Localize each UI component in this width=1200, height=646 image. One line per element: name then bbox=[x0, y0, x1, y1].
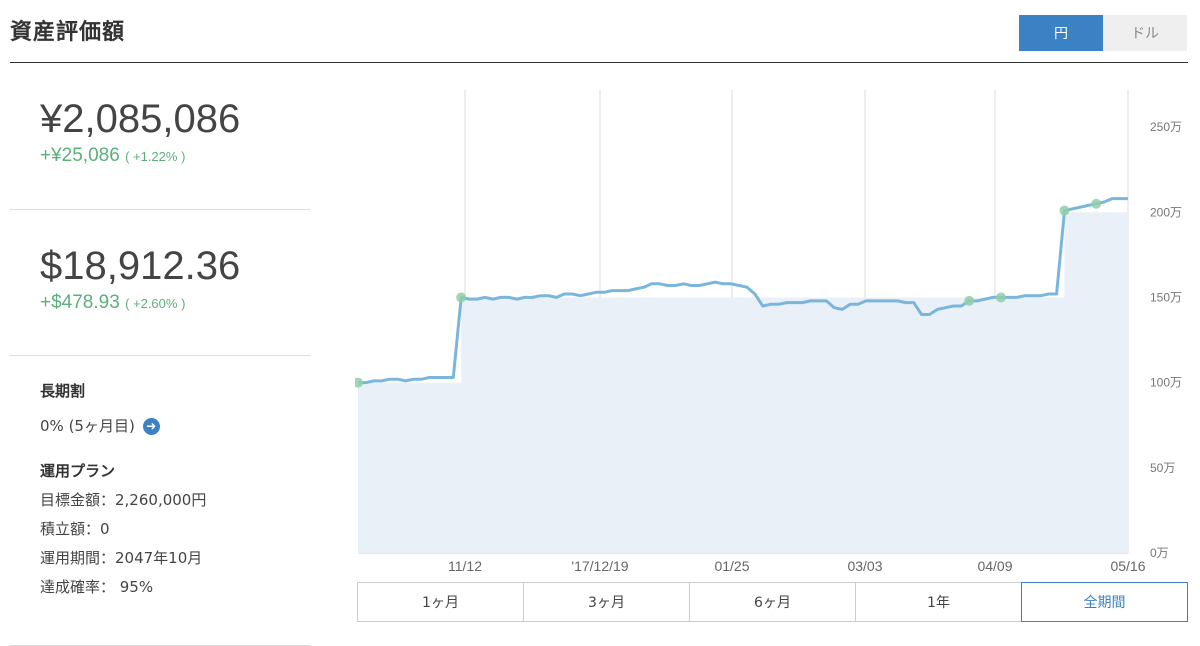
usd-summary: $18,912.36 +$478.93 ( +2.60% ) bbox=[10, 210, 310, 356]
deposit-marker bbox=[995, 292, 1006, 303]
plan-label: 運用プラン bbox=[40, 462, 116, 480]
usd-change-percent: ( +2.60% ) bbox=[125, 296, 186, 311]
period-1m-button[interactable]: 1ヶ月 bbox=[357, 582, 524, 622]
x-tick-label: 01/25 bbox=[714, 558, 749, 574]
plan-monthly: 積立額：0 bbox=[40, 520, 110, 538]
period-3m-button[interactable]: 3ヶ月 bbox=[523, 582, 690, 622]
asset-chart: 0万 50万 100万 150万 200万 250万 11/12 '17/12/19 01/25… bbox=[355, 90, 1182, 574]
x-tick-label: 03/03 bbox=[847, 558, 882, 574]
summary-panel: ¥2,085,086 +¥25,086 ( +1.22% ) $18,912.3… bbox=[10, 63, 310, 646]
discount-label: 長期割 bbox=[40, 382, 86, 400]
jpy-change: +¥25,086 ( +1.22% ) bbox=[10, 145, 310, 167]
currency-yen-button[interactable]: 円 bbox=[1019, 15, 1103, 51]
jpy-change-amount: +¥25,086 bbox=[40, 145, 120, 166]
jpy-total-value: ¥2,085,086 bbox=[40, 97, 241, 141]
deposit-marker bbox=[456, 292, 467, 303]
deposit-marker bbox=[355, 377, 363, 388]
plan-period: 運用期間：2047年10月 bbox=[40, 549, 203, 567]
x-tick-label: '17/12/19 bbox=[571, 558, 628, 574]
period-1y-button[interactable]: 1年 bbox=[855, 582, 1022, 622]
period-selector: 1ヶ月 3ヶ月 6ヶ月 1年 全期間 bbox=[357, 582, 1188, 622]
x-tick-label: 05/16 bbox=[1110, 558, 1145, 574]
jpy-summary: ¥2,085,086 +¥25,086 ( +1.22% ) bbox=[10, 63, 310, 210]
period-all-button[interactable]: 全期間 bbox=[1021, 582, 1188, 622]
y-tick-label: 0万 bbox=[1150, 546, 1169, 560]
deposit-marker bbox=[1059, 205, 1070, 216]
y-tick-label: 50万 bbox=[1150, 461, 1175, 475]
y-tick-label: 200万 bbox=[1150, 205, 1182, 219]
x-tick-label: 04/09 bbox=[977, 558, 1012, 574]
header-divider bbox=[10, 62, 1188, 63]
deposit-marker bbox=[1091, 198, 1102, 209]
plan-probability: 達成確率： 95% bbox=[40, 578, 154, 596]
currency-dollar-button[interactable]: ドル bbox=[1103, 15, 1187, 51]
currency-toggle: 円 ドル bbox=[1019, 15, 1187, 51]
usd-total-value: $18,912.36 bbox=[40, 244, 241, 288]
jpy-change-percent: ( +1.22% ) bbox=[125, 149, 186, 164]
discount-value: 0% (5ヶ月目) bbox=[40, 417, 135, 435]
y-tick-label: 150万 bbox=[1150, 290, 1182, 304]
x-tick-label: 11/12 bbox=[448, 558, 482, 574]
usd-change-amount: +$478.93 bbox=[40, 292, 120, 313]
period-6m-button[interactable]: 6ヶ月 bbox=[689, 582, 856, 622]
arrow-right-icon[interactable]: ➜ bbox=[142, 418, 160, 435]
discount-line: 0% (5ヶ月目) ➜ bbox=[10, 415, 310, 436]
plan-block: 長期割 0% (5ヶ月目) ➜ 運用プラン 目標金額：2,260,000円 積立額… bbox=[10, 380, 310, 645]
y-tick-label: 100万 bbox=[1150, 376, 1182, 390]
page-title: 資産評価額 bbox=[10, 20, 126, 45]
deposit-marker bbox=[964, 295, 975, 306]
deposit-area bbox=[358, 212, 1128, 553]
y-tick-label: 250万 bbox=[1150, 120, 1182, 134]
plan-target: 目標金額：2,260,000円 bbox=[40, 491, 207, 509]
usd-change: +$478.93 ( +2.60% ) bbox=[10, 292, 310, 314]
